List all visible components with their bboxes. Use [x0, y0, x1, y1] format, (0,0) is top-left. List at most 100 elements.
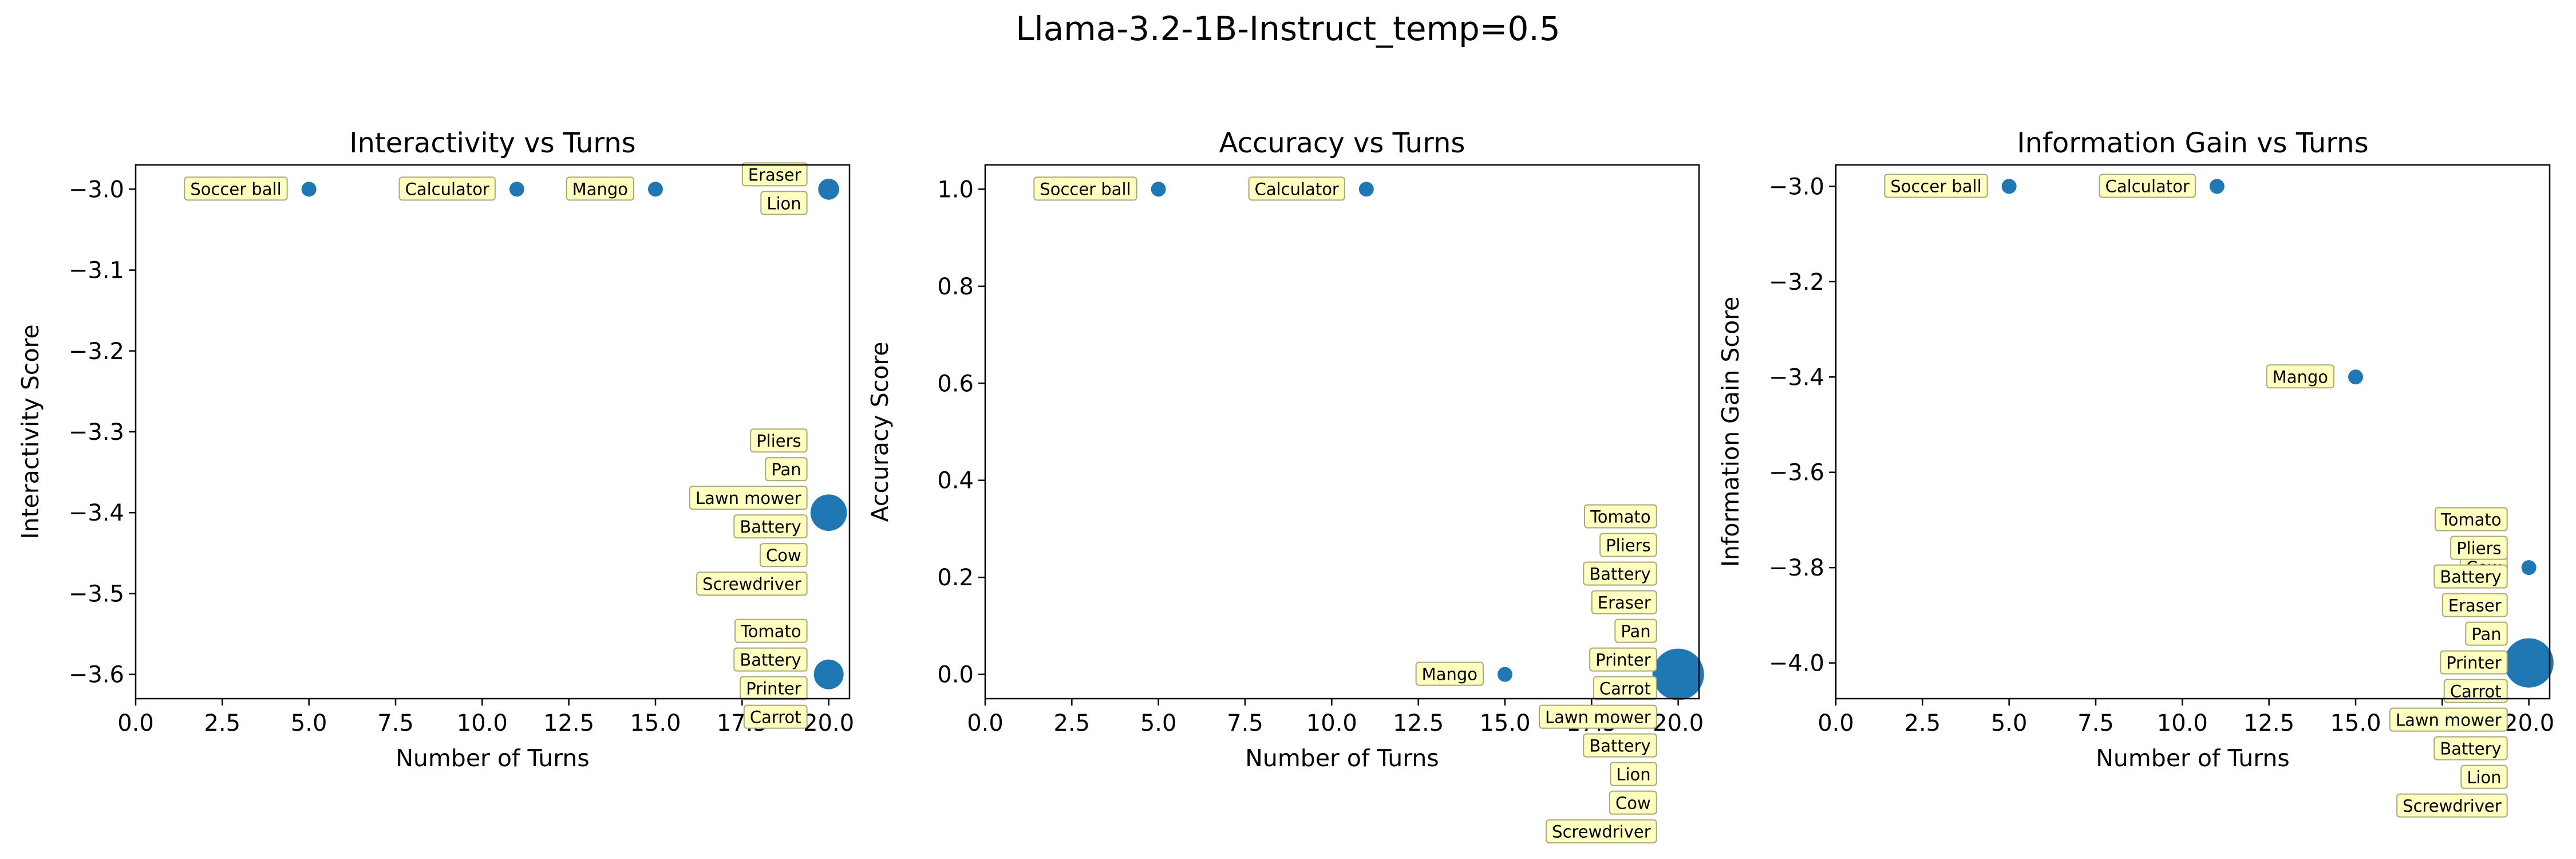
annotation-mango: Mango	[1415, 661, 1484, 686]
annotation-screwdriver: Screwdriver	[1546, 819, 1657, 844]
annotation-lawn-mower: Lawn mower	[1538, 704, 1657, 729]
annotation-label: Lion	[767, 194, 801, 213]
annotation-box	[1591, 590, 1657, 614]
figure-suptitle: Llama-3.2-1B-Instruct_temp=0.5	[1016, 9, 1560, 48]
subplot-title: Accuracy vs Turns	[1219, 127, 1465, 159]
annotation-box	[733, 647, 808, 672]
annotation-pliers: Pliers	[2450, 535, 2508, 560]
y-tick-label: 1.0	[937, 176, 974, 203]
x-tick-label: 7.5	[2077, 710, 2114, 736]
annotations: Soccer ball Calculator Mango Eraser Lion Plie…	[184, 162, 808, 729]
scatter-point	[1151, 182, 1166, 197]
annotation-box	[1584, 504, 1657, 529]
annotation-box	[2433, 564, 2508, 589]
annotation-box	[696, 572, 808, 596]
x-tick-label: 2.5	[204, 710, 241, 736]
x-tick-label: 12.5	[1393, 710, 1444, 736]
annotation-box	[689, 486, 808, 510]
annotation-printer: Printer	[740, 676, 808, 700]
annotation-box	[398, 176, 496, 201]
scatter-points	[301, 178, 847, 689]
plot-area-frame	[984, 164, 1700, 700]
annotation-pan: Pan	[1614, 618, 1657, 643]
annotation-box	[2441, 593, 2508, 617]
subplot-title: Interactivity vs Turns	[349, 127, 635, 159]
scatter-point	[818, 178, 840, 200]
subplot-title: Information Gain vs Turns	[2017, 127, 2368, 159]
annotation-box	[2396, 793, 2508, 818]
annotation-label: Screwdriver	[2403, 797, 2502, 816]
annotation-tomato: Tomato	[2435, 507, 2508, 531]
y-tick-label: −3.4	[69, 500, 124, 526]
y-axis-label: Interactivity Score	[17, 324, 44, 539]
x-tick-label: 2.5	[1905, 710, 1941, 736]
x-tick-label: 10.0	[2157, 710, 2208, 736]
subplot-1: Interactivity vs Turns 0.0 2.5 5.0 7.5 10.0 12…	[17, 127, 854, 772]
scatter-point	[813, 659, 844, 689]
scatter-point	[2521, 560, 2537, 576]
annotation-battery: Battery	[733, 514, 808, 539]
annotation-box	[1599, 533, 1657, 557]
annotation-lawn-mower: Lawn mower	[689, 486, 808, 510]
annotation-box	[2460, 765, 2508, 789]
annotation-label: Tomato	[2440, 510, 2502, 530]
x-tick-label: 20.0	[2503, 710, 2554, 736]
annotation-pan: Pan	[2465, 621, 2508, 646]
scatter-point	[509, 182, 524, 197]
y-tick-label: −3.1	[69, 258, 124, 284]
annotation-box	[1614, 618, 1657, 643]
plot-area-frame	[1835, 164, 2551, 700]
y-tick-label: 0.8	[937, 274, 974, 300]
x-tick-label: 0.0	[117, 710, 154, 736]
x-tick-label: 10.0	[457, 710, 508, 736]
x-tick-label: 20.0	[1653, 710, 1704, 736]
x-axis-label: Number of Turns	[2096, 744, 2290, 772]
y-tick-label: −3.0	[69, 176, 124, 203]
annotation-screwdriver: Screwdriver	[2396, 793, 2508, 818]
scatter-point	[810, 494, 847, 531]
x-tick-label: 12.5	[2243, 710, 2294, 736]
x-tick-label: 0.0	[967, 710, 1003, 736]
annotation-battery: Battery	[1583, 561, 1657, 586]
annotation-box	[765, 457, 808, 482]
annotation-battery: Battery	[733, 647, 808, 672]
scatter-point	[2504, 638, 2554, 688]
y-tick-label: 0.2	[937, 565, 974, 591]
annotation-box	[1033, 176, 1137, 201]
annotation-label: Battery	[2440, 739, 2501, 759]
y-tick-label: −4.0	[1769, 651, 1824, 677]
annotation-soccer-ball: Soccer ball	[1884, 174, 1988, 198]
annotation-label: Tomato	[740, 622, 801, 641]
annotation-cow: Cow	[1609, 790, 1657, 815]
y-tick-label: −3.4	[1769, 364, 1824, 391]
plot-area-frame	[135, 164, 851, 700]
annotation-box	[184, 176, 288, 201]
y-tick-label: −3.6	[69, 662, 124, 688]
annotation-label: Lawn mower	[2396, 711, 2502, 730]
annotation-label: Soccer ball	[1040, 179, 1131, 199]
annotation-printer: Printer	[2440, 650, 2508, 675]
x-tick-label: 15.0	[630, 710, 681, 736]
annotation-label: Soccer ball	[190, 179, 281, 199]
x-tick-label: 15.0	[2330, 710, 2381, 736]
annotation-eraser: Eraser	[2441, 593, 2508, 617]
annotation-label: Mango	[1422, 665, 1477, 684]
annotation-calculator: Calculator	[1248, 176, 1345, 201]
annotation-box	[2450, 535, 2508, 560]
annotation-label: Calculator	[1255, 179, 1339, 199]
y-tick-label: 0.6	[937, 371, 974, 397]
scatter-points	[2001, 179, 2554, 688]
scatter-point	[1498, 667, 1513, 682]
annotation-battery: Battery	[1583, 733, 1657, 758]
scatter-point	[1358, 182, 1374, 197]
annotation-soccer-ball: Soccer ball	[184, 176, 288, 201]
scatter-point	[2348, 369, 2364, 385]
y-tick-label: −3.0	[1769, 174, 1824, 200]
x-tick-label: 0.0	[1818, 710, 1854, 736]
annotation-soccer-ball: Soccer ball	[1033, 176, 1137, 201]
annotation-label: Pan	[2471, 625, 2501, 644]
x-tick-label: 15.0	[1479, 710, 1530, 736]
annotation-battery: Battery	[2433, 736, 2508, 761]
annotation-box	[1593, 676, 1657, 700]
annotation-battery: Battery	[2433, 564, 2508, 589]
